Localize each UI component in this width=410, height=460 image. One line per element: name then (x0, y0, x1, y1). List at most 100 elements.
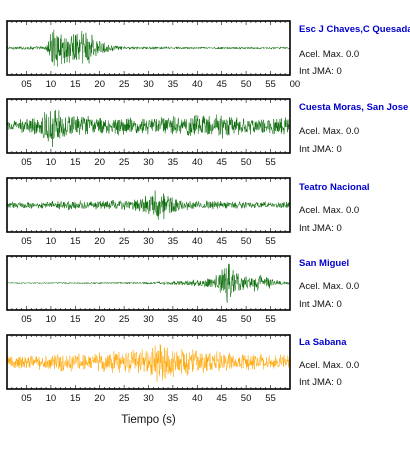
x-axis-label: Tiempo (s) (121, 414, 176, 426)
tick-label: 25 (119, 393, 130, 404)
panel-2: 05 10 15 20 25 30 35 40 45 50 55 (6, 98, 291, 168)
tick-label: 05 (21, 236, 32, 247)
acel-max-4: Acel. Max. 0.0 (299, 281, 359, 292)
acel-label-4: Acel. Max. (299, 281, 344, 292)
waveform-3 (6, 190, 291, 220)
tick-label: 25 (119, 236, 130, 247)
tick-label: 35 (168, 314, 179, 325)
panel-5: 05 10 15 20 25 30 35 40 45 50 55 (6, 334, 291, 404)
tick-label: 25 (119, 314, 130, 325)
tick-label: 20 (94, 157, 105, 168)
tick-label: 20 (94, 236, 105, 247)
jma-label-3: Int JMA: (299, 223, 334, 234)
panel-4: 05 10 15 20 25 30 35 40 45 50 55 (6, 255, 291, 325)
int-jma-2: Int JMA: 0 (299, 144, 342, 155)
tick-label: 35 (168, 157, 179, 168)
tick-label: 30 (143, 79, 154, 90)
tick-label: 15 (70, 314, 81, 325)
waveform-1 (6, 29, 291, 67)
acel-value-1: 0.0 (346, 49, 360, 60)
jma-value-3: 0 (336, 223, 342, 234)
jma-label-1: Int JMA: (299, 66, 334, 77)
tick-label: 50 (241, 314, 252, 325)
tick-label: 05 (21, 157, 32, 168)
tick-label: 10 (46, 236, 57, 247)
station-name-1: Esc J Chaves,C Quesada (299, 24, 410, 35)
jma-value-2: 0 (336, 144, 342, 155)
acel-label-5: Acel. Max. (299, 360, 344, 371)
jma-label-4: Int JMA: (299, 299, 334, 310)
station-name-5: La Sabana (299, 337, 347, 348)
tick-label: 40 (192, 314, 203, 325)
tick-label: 55 (265, 79, 276, 90)
acel-max-5: Acel. Max. 0.0 (299, 360, 359, 371)
tick-label: 55 (265, 157, 276, 168)
tick-label: 15 (70, 393, 81, 404)
tick-label: 30 (143, 393, 154, 404)
tick-label: 10 (46, 314, 57, 325)
panel-3: 05 10 15 20 25 30 35 40 45 50 55 (6, 177, 291, 247)
tick-label: 00 (290, 79, 301, 90)
tick-label: 40 (192, 157, 203, 168)
tick-label: 10 (46, 157, 57, 168)
jma-label-2: Int JMA: (299, 144, 334, 155)
jma-value-1: 0 (336, 66, 342, 77)
tick-label: 40 (192, 393, 203, 404)
tick-label: 15 (70, 157, 81, 168)
tick-label: 45 (216, 79, 227, 90)
int-jma-4: Int JMA: 0 (299, 299, 342, 310)
tick-label: 05 (21, 393, 32, 404)
jma-label-5: Int JMA: (299, 377, 334, 388)
acel-value-5: 0.0 (346, 360, 360, 371)
tick-label: 25 (119, 157, 130, 168)
int-jma-3: Int JMA: 0 (299, 223, 342, 234)
int-jma-1: Int JMA: 0 (299, 66, 342, 77)
acel-value-4: 0.0 (346, 281, 360, 292)
tick-label: 25 (119, 79, 130, 90)
tick-label: 40 (192, 79, 203, 90)
waveform-4 (6, 263, 291, 303)
acel-value-2: 0.0 (346, 126, 360, 137)
tick-label: 55 (265, 314, 276, 325)
acel-label-2: Acel. Max. (299, 126, 344, 137)
tick-label: 20 (94, 79, 105, 90)
tick-label: 05 (21, 314, 32, 325)
tick-label: 30 (143, 157, 154, 168)
int-jma-5: Int JMA: 0 (299, 377, 342, 388)
tick-label: 20 (94, 393, 105, 404)
tick-label: 45 (216, 157, 227, 168)
acel-max-1: Acel. Max. 0.0 (299, 49, 359, 60)
tick-label: 55 (265, 236, 276, 247)
tick-label: 05 (21, 79, 32, 90)
tick-label: 35 (168, 79, 179, 90)
tick-label: 50 (241, 79, 252, 90)
acel-value-3: 0.0 (346, 205, 360, 216)
station-name-2: Cuesta Moras, San Jose (299, 102, 409, 113)
acel-label-1: Acel. Max. (299, 49, 344, 60)
waveform-2 (6, 110, 291, 147)
acel-label-3: Acel. Max. (299, 205, 344, 216)
acel-max-2: Acel. Max. 0.0 (299, 126, 359, 137)
tick-label: 45 (216, 236, 227, 247)
tick-label: 45 (216, 393, 227, 404)
tick-label: 55 (265, 393, 276, 404)
jma-value-5: 0 (336, 377, 342, 388)
tick-label: 35 (168, 393, 179, 404)
tick-label: 10 (46, 393, 57, 404)
tick-label: 10 (46, 79, 57, 90)
tick-label: 40 (192, 236, 203, 247)
tick-label: 20 (94, 314, 105, 325)
station-name-3: Teatro Nacional (299, 182, 370, 193)
tick-label: 50 (241, 236, 252, 247)
tick-label: 50 (241, 393, 252, 404)
jma-value-4: 0 (336, 299, 342, 310)
station-name-4: San Miguel (299, 258, 350, 269)
tick-label: 35 (168, 236, 179, 247)
tick-label: 50 (241, 157, 252, 168)
acel-max-3: Acel. Max. 0.0 (299, 205, 359, 216)
tick-label: 30 (143, 236, 154, 247)
tick-label: 45 (216, 314, 227, 325)
waveform-5 (6, 344, 291, 382)
panel-1: 05 10 15 20 25 30 35 40 45 50 55 00 (6, 20, 301, 90)
